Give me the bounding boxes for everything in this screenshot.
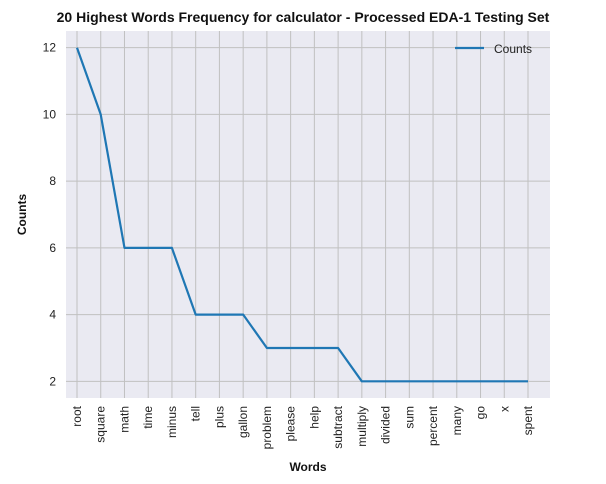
- x-tick-label: problem: [260, 406, 274, 449]
- x-tick-label: gallon: [236, 406, 250, 438]
- x-tick-label: tell: [189, 406, 203, 421]
- x-tick-label: time: [141, 406, 155, 429]
- grid-lines: [66, 31, 550, 398]
- series-line-counts: [75, 47, 528, 383]
- x-tick-label: x: [497, 406, 511, 412]
- x-tick-label: minus: [165, 406, 179, 438]
- y-tick-label: 4: [49, 308, 56, 322]
- x-tick-label: math: [117, 406, 131, 433]
- y-tick-label: 8: [49, 174, 56, 188]
- y-tick-label: 10: [43, 107, 57, 121]
- x-tick-label: go: [474, 406, 488, 420]
- x-tick-label: subtract: [331, 405, 345, 448]
- x-tick-label: many: [450, 406, 464, 435]
- chart-title: 20 Highest Words Frequency for calculato…: [57, 9, 550, 25]
- x-tick-label: divided: [379, 406, 393, 444]
- x-tick-label: please: [284, 406, 298, 442]
- y-tick-label: 2: [49, 374, 56, 388]
- x-tick-label: sum: [402, 406, 416, 429]
- y-axis-ticks: 2 4 6 8 10 12: [43, 41, 57, 389]
- x-tick-label: multiply: [355, 406, 369, 447]
- y-tick-label: 12: [43, 41, 57, 55]
- x-tick-label: square: [94, 406, 108, 443]
- series-group: [75, 47, 528, 383]
- y-axis-label: Counts: [15, 194, 29, 236]
- x-tick-label: percent: [426, 405, 440, 446]
- x-axis-ticks: root square math time minus tell plus gallon pro…: [70, 405, 535, 449]
- legend: Counts: [455, 42, 532, 56]
- x-tick-label: plus: [212, 406, 226, 428]
- y-tick-label: 6: [49, 241, 56, 255]
- legend-label-counts: Counts: [494, 42, 532, 56]
- x-tick-label: root: [70, 405, 84, 426]
- x-tick-label: spent: [521, 405, 535, 435]
- x-axis-label: Words: [289, 460, 326, 474]
- x-tick-label: help: [307, 406, 321, 429]
- plot-area: [66, 31, 550, 398]
